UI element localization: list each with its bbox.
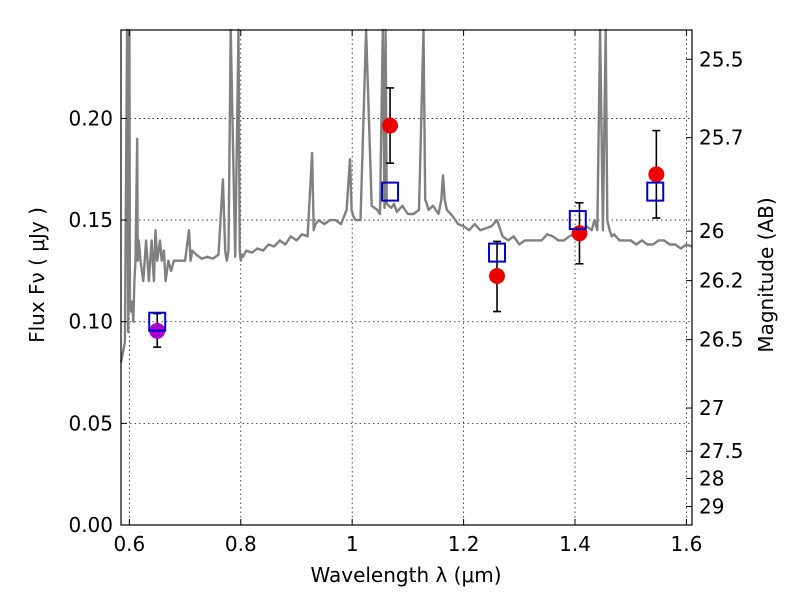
plot-content bbox=[119, 28, 693, 363]
grid-lines bbox=[121, 30, 692, 525]
observed-point bbox=[489, 267, 506, 284]
y-tick-label: 0.10 bbox=[68, 310, 113, 334]
y2-tick-label: 25.5 bbox=[699, 47, 744, 71]
x-axis-label: Wavelength λ (μm) bbox=[310, 563, 501, 587]
y-axis-label: Flux Fν ( μJy ) bbox=[25, 207, 49, 343]
model-photometry-square bbox=[488, 242, 507, 263]
x-axis-ticks: 0.6 0.8 1 1.2 1.4 1.6 bbox=[113, 30, 702, 556]
x-tick-label: 1.6 bbox=[671, 532, 703, 556]
y2-tick-label: 27.5 bbox=[699, 439, 744, 463]
x-tick-label: 1 bbox=[346, 532, 359, 556]
model-photometry-square bbox=[646, 181, 665, 202]
y-axis-ticks: 0.00 0.05 0.10 0.15 0.20 bbox=[68, 106, 127, 537]
y2-tick-label: 26.2 bbox=[699, 269, 744, 293]
x-tick-label: 0.8 bbox=[225, 532, 257, 556]
y2-axis-ticks: 25.5 25.7 26 26.2 26.5 27 27.5 28 29 bbox=[686, 47, 744, 518]
model-photometry-square bbox=[381, 181, 400, 202]
model-photometry-square bbox=[568, 210, 587, 231]
model-photometry-squares bbox=[148, 181, 665, 332]
y2-tick-label: 29 bbox=[699, 494, 724, 518]
observed-point bbox=[648, 166, 665, 183]
y2-tick-label: 25.7 bbox=[699, 126, 744, 150]
observed-point bbox=[382, 117, 399, 134]
y-tick-label: 0.00 bbox=[68, 513, 113, 537]
y2-tick-label: 26.5 bbox=[699, 328, 744, 352]
model-spectrum-line bbox=[119, 28, 693, 363]
y2-tick-label: 27 bbox=[699, 396, 724, 420]
x-tick-label: 1.4 bbox=[559, 532, 591, 556]
y-tick-label: 0.15 bbox=[68, 208, 113, 232]
y-tick-label: 0.05 bbox=[68, 411, 113, 435]
y-tick-label: 0.20 bbox=[68, 106, 113, 130]
y2-tick-label: 26 bbox=[699, 219, 724, 243]
model-photometry-square bbox=[148, 311, 167, 332]
plot-frame bbox=[120, 29, 693, 526]
x-tick-label: 1.2 bbox=[448, 532, 480, 556]
y2-tick-label: 28 bbox=[699, 466, 724, 490]
y2-axis-label: Magnitude (AB) bbox=[754, 197, 778, 352]
x-tick-label: 0.6 bbox=[113, 532, 145, 556]
